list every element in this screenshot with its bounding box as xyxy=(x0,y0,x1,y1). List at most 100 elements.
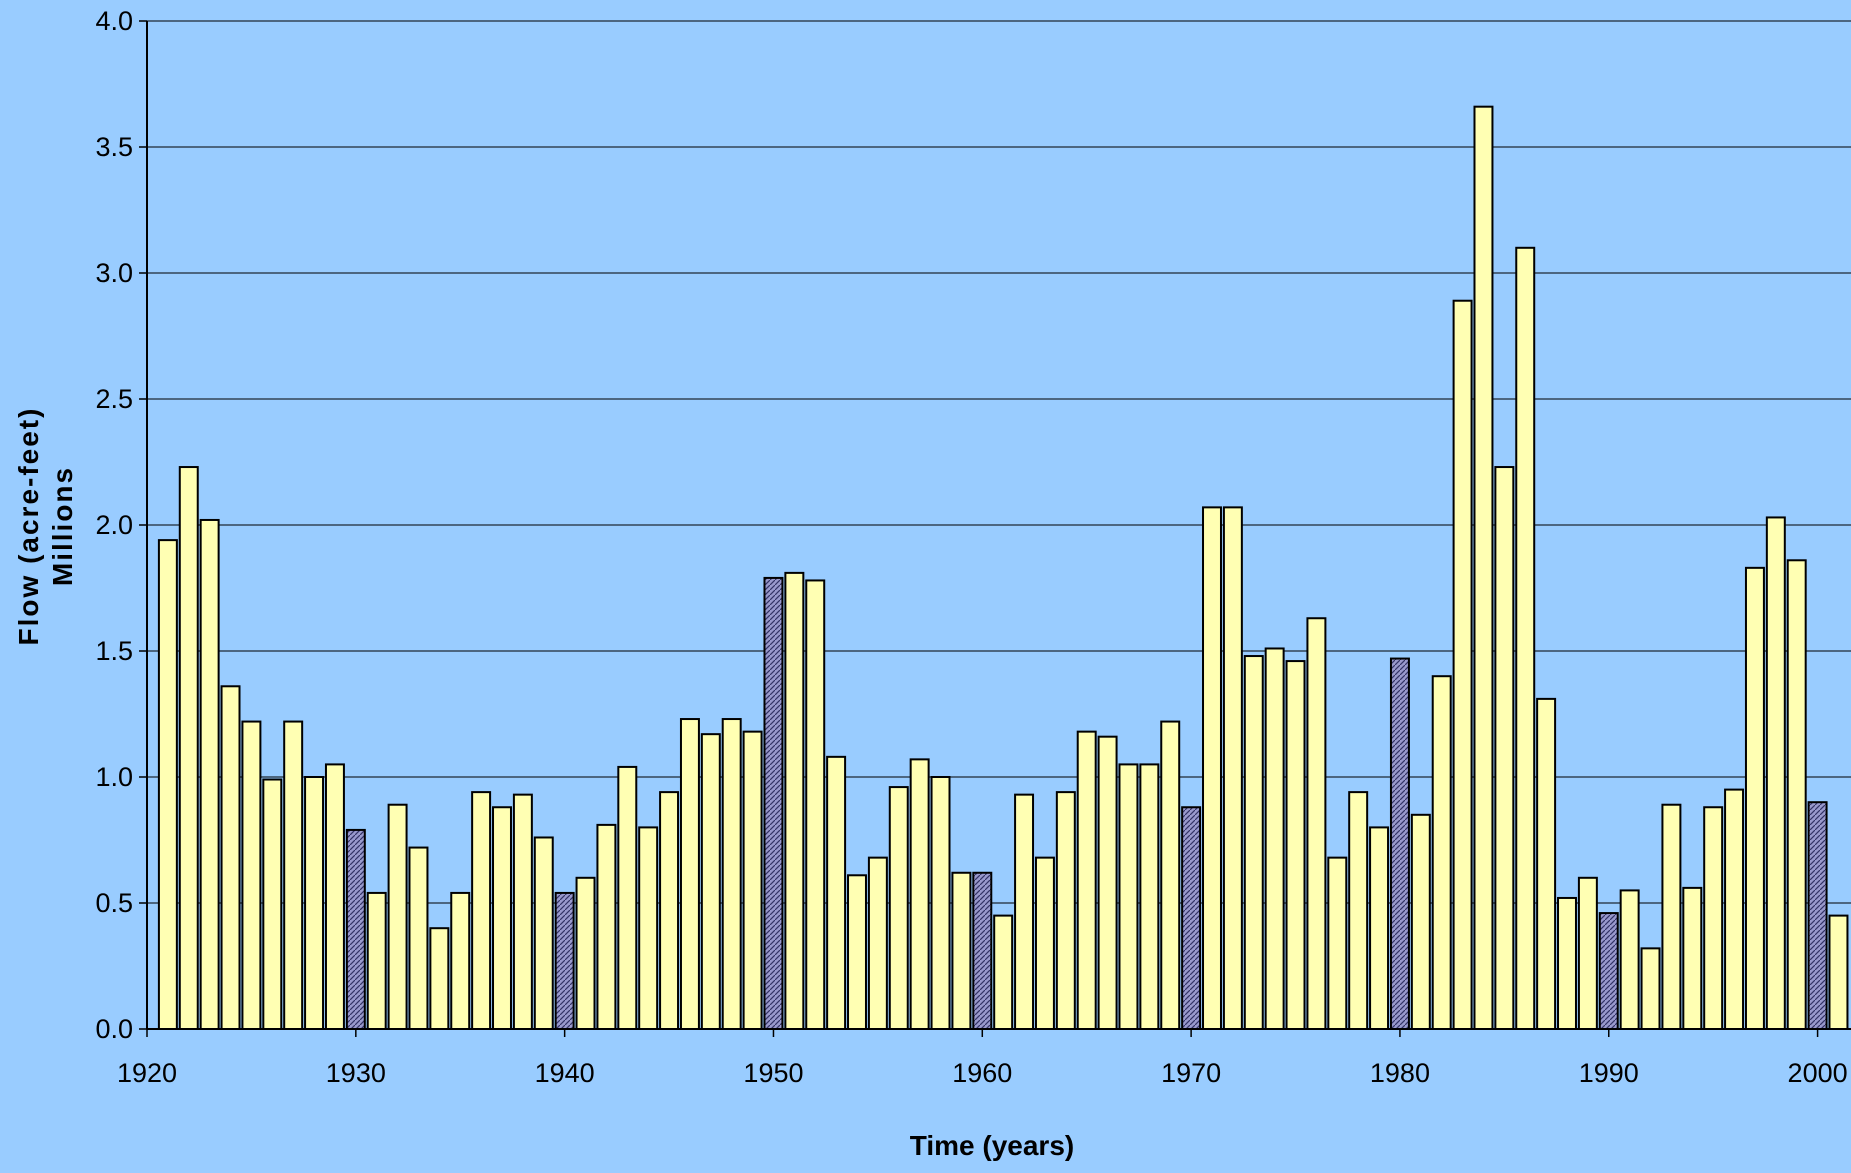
y-tick-label: 2.5 xyxy=(95,384,133,414)
bar-1961 xyxy=(993,914,1014,1030)
bar-1979 xyxy=(1369,826,1390,1031)
bar-1942 xyxy=(596,823,617,1030)
bar-1947 xyxy=(700,733,721,1030)
bar-1996 xyxy=(1724,788,1745,1030)
bar-1938 xyxy=(512,793,533,1031)
bar-1945 xyxy=(659,791,680,1030)
bar-1983 xyxy=(1452,299,1473,1031)
bar-1926 xyxy=(262,778,283,1031)
bar-highlight-1950 xyxy=(763,576,784,1030)
tick-labels: 0.0 0.5 1.0 1.5 2.0 2.5 3.0 3.5 4.0 1920 1930 1940 1… xyxy=(95,6,1847,1088)
bar-1959 xyxy=(951,871,972,1031)
y-tick-label: 2.0 xyxy=(95,510,133,540)
bar-1974 xyxy=(1264,647,1285,1030)
bar-1944 xyxy=(638,826,659,1031)
y-tick-label: 4.0 xyxy=(95,6,133,36)
bar-1993 xyxy=(1661,803,1682,1030)
bar-highlight-2000 xyxy=(1807,801,1828,1031)
bar-1981 xyxy=(1410,813,1431,1030)
bar-1999 xyxy=(1786,559,1807,1031)
bar-1946 xyxy=(679,718,700,1030)
bar-1924 xyxy=(220,685,241,1031)
bar-1921 xyxy=(157,539,178,1030)
bar-1984 xyxy=(1473,105,1494,1031)
bar-1963 xyxy=(1034,856,1055,1031)
bar-highlight-1980 xyxy=(1389,657,1410,1030)
y-tick-label: 3.0 xyxy=(95,258,133,288)
bar-1939 xyxy=(533,836,554,1030)
bar-1969 xyxy=(1160,720,1181,1030)
bar-1977 xyxy=(1327,856,1348,1031)
bar-1954 xyxy=(847,874,867,1031)
bar-1971 xyxy=(1202,506,1222,1030)
bar-1992 xyxy=(1640,947,1661,1030)
bars xyxy=(157,105,1849,1031)
bar-1972 xyxy=(1222,506,1243,1030)
bar-1941 xyxy=(575,876,596,1030)
bar-1952 xyxy=(805,579,826,1030)
bar-1988 xyxy=(1557,896,1577,1031)
bar-highlight-1990 xyxy=(1598,912,1619,1031)
bar-1935 xyxy=(450,891,471,1030)
bar-1957 xyxy=(909,758,930,1030)
bar-1965 xyxy=(1076,730,1097,1030)
bar-1929 xyxy=(324,763,345,1031)
x-tick-label: 1980 xyxy=(1370,1058,1430,1088)
bar-1956 xyxy=(888,786,909,1031)
x-tick-label: 1990 xyxy=(1579,1058,1639,1088)
bar-1982 xyxy=(1431,675,1452,1030)
bar-1953 xyxy=(826,755,847,1031)
y-axis-unit: Millions xyxy=(47,466,78,586)
bar-highlight-1930 xyxy=(345,828,366,1030)
bar-highlight-1940 xyxy=(554,891,575,1030)
bar-1951 xyxy=(784,571,805,1030)
bar-1975 xyxy=(1285,660,1306,1031)
bar-1962 xyxy=(1014,793,1035,1031)
bar-1922 xyxy=(178,466,199,1031)
bar-1964 xyxy=(1055,791,1076,1030)
bar-1936 xyxy=(471,791,492,1030)
bar-1986 xyxy=(1515,246,1536,1031)
bar-1949 xyxy=(742,730,763,1030)
bar-1968 xyxy=(1139,763,1160,1031)
bar-1985 xyxy=(1494,466,1515,1031)
bar-1995 xyxy=(1703,806,1724,1030)
x-tick-label: 1930 xyxy=(326,1058,386,1088)
x-axis-title: Time (years) xyxy=(910,1130,1074,1161)
bar-1948 xyxy=(721,718,742,1030)
y-tick-label: 0.0 xyxy=(95,1014,133,1044)
bar-1927 xyxy=(283,720,304,1030)
x-tick-label: 2000 xyxy=(1788,1058,1848,1088)
x-tick-label: 1920 xyxy=(117,1058,177,1088)
bar-1931 xyxy=(366,891,387,1030)
bar-1923 xyxy=(199,518,220,1031)
bar-1976 xyxy=(1306,617,1327,1030)
x-tick-label: 1960 xyxy=(952,1058,1012,1088)
bar-1934 xyxy=(429,927,450,1031)
bar-1933 xyxy=(408,846,429,1030)
bar-highlight-1970 xyxy=(1181,806,1202,1030)
y-tick-label: 3.5 xyxy=(95,132,133,162)
x-tick-label: 1970 xyxy=(1161,1058,1221,1088)
bar-1958 xyxy=(930,776,951,1030)
bar-1989 xyxy=(1577,876,1598,1030)
bar-1998 xyxy=(1765,516,1786,1030)
bar-1994 xyxy=(1682,886,1703,1030)
bar-2001 xyxy=(1828,914,1849,1030)
x-tick-label: 1950 xyxy=(743,1058,803,1088)
axes xyxy=(139,20,1851,1037)
bar-1987 xyxy=(1536,697,1557,1030)
x-tick-label: 1940 xyxy=(535,1058,595,1088)
bar-1978 xyxy=(1348,791,1369,1030)
bar-1937 xyxy=(492,806,512,1030)
bar-1955 xyxy=(867,856,888,1031)
bar-1932 xyxy=(387,803,408,1030)
bar-1928 xyxy=(304,776,325,1030)
bar-highlight-1960 xyxy=(972,871,993,1031)
y-tick-label: 1.5 xyxy=(95,636,133,666)
bar-1967 xyxy=(1118,763,1139,1031)
y-tick-label: 1.0 xyxy=(95,762,133,792)
bar-1991 xyxy=(1619,889,1640,1031)
